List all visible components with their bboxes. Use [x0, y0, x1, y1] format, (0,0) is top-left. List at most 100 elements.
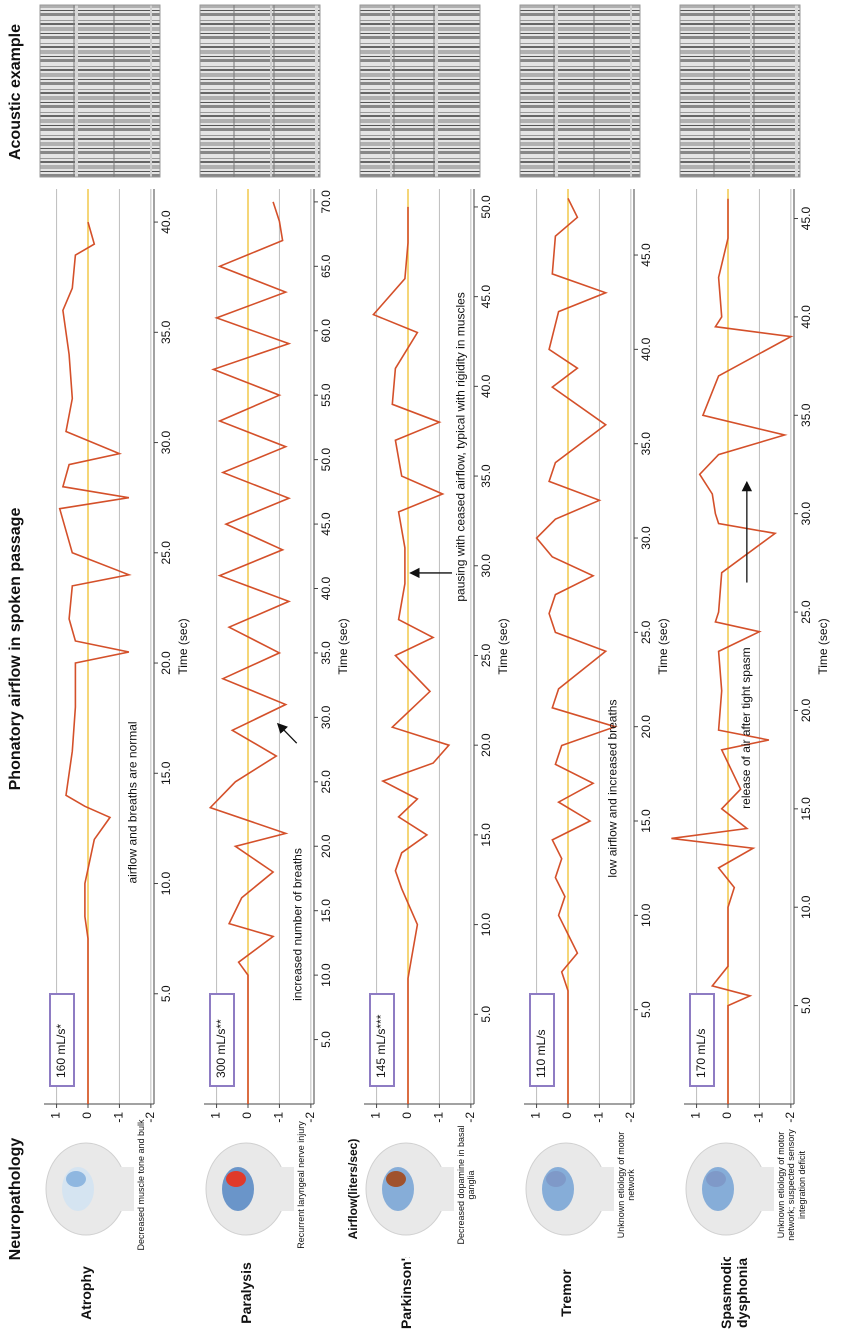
x-axis-label: Time (sec) [336, 618, 350, 674]
x-tick-label: 5.0 [159, 985, 173, 1002]
icon-caption: Decreased muscle tone and bulk [136, 1119, 146, 1251]
spectrogram [680, 5, 800, 177]
feature [546, 1171, 566, 1187]
y-tick-label: 0 [720, 1112, 734, 1119]
x-tick-label: 30.0 [319, 705, 333, 729]
neck [268, 1167, 294, 1211]
x-axis-label: Time (sec) [176, 618, 190, 674]
flow-label: 110 mL/s [534, 1030, 548, 1078]
x-tick-label: 40.0 [639, 337, 653, 361]
x-tick-label: 45.0 [479, 285, 493, 309]
x-tick-label: 45.0 [799, 207, 813, 231]
head-icon [46, 1143, 134, 1235]
x-tick-label: 40.0 [479, 374, 493, 398]
x-tick-label: 10.0 [159, 872, 173, 896]
x-tick-label: 15.0 [639, 809, 653, 833]
airflow-line [210, 202, 289, 1104]
annotation: low airflow and increased breaths [606, 699, 620, 877]
feature [226, 1171, 246, 1187]
head-icon [526, 1143, 614, 1235]
y-tick-label: -2 [143, 1112, 157, 1123]
airflow-line [671, 199, 791, 1104]
airflow-line [60, 222, 129, 1104]
y-axis-label: Airflow(liters/sec) [346, 1139, 360, 1240]
neck [108, 1167, 134, 1211]
x-tick-label: 70.0 [319, 190, 333, 214]
head-icon [366, 1143, 454, 1235]
x-tick-label: 40.0 [159, 210, 173, 234]
spectrogram [40, 5, 160, 177]
icon-caption-box: Decreased muscle tone and bulk [136, 1119, 176, 1251]
x-tick-label: 25.0 [319, 770, 333, 794]
icon-caption-box: Decreased dopamine in basal ganglia [456, 1119, 496, 1251]
x-tick-label: 5.0 [319, 1031, 333, 1048]
x-tick-label: 20.0 [159, 651, 173, 675]
icon-caption: Decreased dopamine in basal ganglia [456, 1119, 477, 1251]
feature [66, 1171, 86, 1187]
flow-label: 300 mL/s** [214, 1019, 228, 1078]
x-tick-label: 20.0 [799, 698, 813, 722]
x-tick-label: 55.0 [319, 383, 333, 407]
y-tick-label: -2 [783, 1112, 797, 1123]
y-tick-label: -2 [463, 1112, 477, 1123]
column-header: Phonatory airflow in spoken passage [7, 508, 24, 791]
y-tick-label: 0 [400, 1112, 414, 1119]
x-tick-label: 10.0 [319, 963, 333, 987]
x-tick-label: 30.0 [639, 526, 653, 550]
head-icon [206, 1143, 294, 1235]
icon-caption: Recurrent laryngeal nerve injury [296, 1119, 306, 1251]
x-tick-label: 40.0 [319, 577, 333, 601]
icon-caption-box: Unknown etiology of motor network [616, 1119, 656, 1251]
neck [588, 1167, 614, 1211]
annotation: release of air after tight spasm [739, 647, 753, 808]
column-header: Neuropathology [7, 1138, 24, 1261]
row-label: Parkinson's [398, 1257, 414, 1329]
row-label: Spasmodic dysphonia [718, 1257, 750, 1329]
annotation: airflow and breaths are normal [126, 721, 140, 883]
x-tick-label: 35.0 [479, 464, 493, 488]
x-tick-label: 35.0 [319, 641, 333, 665]
x-tick-label: 30.0 [799, 502, 813, 526]
row-label-box: Paralysis [238, 1257, 288, 1329]
x-tick-label: 50.0 [479, 195, 493, 219]
annotation: increased number of breaths [290, 848, 304, 1001]
y-tick-label: 1 [369, 1112, 383, 1119]
y-tick-label: 1 [689, 1112, 703, 1119]
x-tick-label: 20.0 [319, 834, 333, 858]
spectrogram [360, 5, 480, 177]
y-tick-label: 1 [529, 1112, 543, 1119]
row-label: Tremor [558, 1257, 574, 1329]
y-tick-label: -1 [592, 1112, 606, 1123]
airflow-line [373, 207, 449, 1104]
row-label-box: Parkinson's [398, 1257, 448, 1329]
x-tick-label: 15.0 [159, 761, 173, 785]
icon-caption: Unknown etiology of motor network; suspe… [776, 1119, 807, 1251]
spectrogram [200, 5, 320, 177]
y-tick-label: -1 [432, 1112, 446, 1123]
x-tick-label: 25.0 [639, 620, 653, 644]
annotation-arrow [278, 724, 297, 743]
annotation: pausing with ceased airflow, typical wit… [454, 292, 468, 601]
neck [428, 1167, 454, 1211]
x-tick-label: 5.0 [479, 1006, 493, 1023]
head-icon [686, 1143, 774, 1235]
x-axis-label: Time (sec) [656, 618, 670, 674]
x-tick-label: 5.0 [799, 997, 813, 1014]
flow-label: 145 mL/s*** [374, 1014, 388, 1078]
row-label-box: Atrophy [78, 1257, 128, 1329]
spectrogram [520, 5, 640, 177]
flow-label: 170 mL/s [694, 1029, 708, 1078]
y-tick-label: 1 [209, 1112, 223, 1119]
y-tick-label: -1 [752, 1112, 766, 1123]
feature [706, 1171, 726, 1187]
x-tick-label: 15.0 [479, 823, 493, 847]
x-tick-label: 60.0 [319, 319, 333, 343]
figure: Neuropathology Phonatory airflow in spok… [0, 0, 842, 1329]
y-tick-label: 1 [49, 1112, 63, 1119]
x-tick-label: 50.0 [319, 448, 333, 472]
x-tick-label: 25.0 [479, 643, 493, 667]
x-tick-label: 40.0 [799, 305, 813, 329]
y-tick-label: 0 [240, 1112, 254, 1119]
x-tick-label: 30.0 [479, 554, 493, 578]
x-tick-label: 10.0 [799, 895, 813, 919]
